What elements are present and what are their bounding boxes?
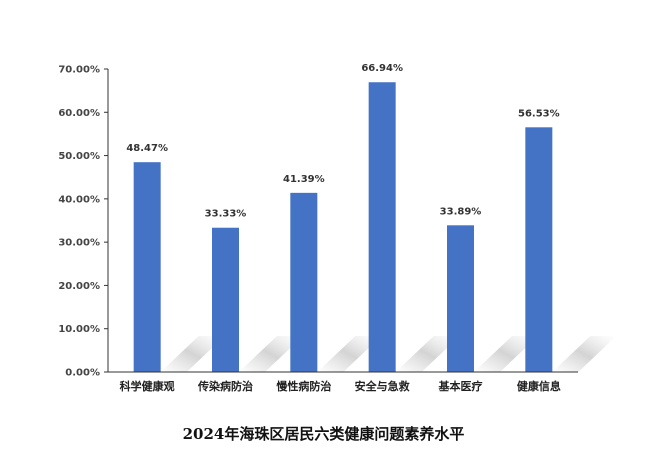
bar — [290, 192, 318, 372]
bar — [447, 225, 474, 372]
category-label: 传染病防治 — [197, 379, 253, 393]
category-label: 基本医疗 — [438, 379, 483, 393]
y-tick-label: 40.00% — [58, 194, 100, 205]
bar-shadow — [552, 336, 617, 372]
bar — [368, 82, 396, 373]
y-tick-label: 70.00% — [58, 65, 100, 76]
chart-title: 2024年海珠区居民六类健康问题素养水平 — [182, 425, 465, 443]
category-label: 慢性病防治 — [276, 379, 331, 393]
category-label: 科学健康观 — [120, 379, 175, 393]
bar-shadow — [474, 336, 538, 372]
bar-shadow — [395, 336, 460, 372]
value-label: 56.53% — [518, 108, 560, 119]
bar — [525, 127, 553, 373]
y-tick-label: 20.00% — [58, 281, 100, 292]
value-label: 66.94% — [361, 63, 403, 74]
y-tick-label: 0.00% — [65, 368, 100, 379]
x-axis: 科学健康观 传染病防治 慢性病防治 安全与急救 基本医疗 健康信息 — [108, 371, 578, 393]
bar-shadows — [160, 336, 617, 372]
y-tick-label: 60.00% — [58, 108, 100, 119]
bar-shadow — [239, 336, 303, 372]
y-tick-label: 50.00% — [58, 151, 100, 162]
value-label: 41.39% — [283, 174, 325, 185]
bar-shadow — [160, 336, 225, 372]
category-label: 健康信息 — [517, 379, 561, 393]
value-label: 33.33% — [205, 209, 247, 220]
category-label: 安全与急救 — [355, 379, 410, 393]
bar — [212, 227, 239, 372]
y-tick-label: 10.00% — [58, 324, 100, 335]
value-label: 33.89% — [440, 206, 482, 217]
bar — [133, 162, 161, 372]
y-tick-label: 30.00% — [58, 238, 100, 249]
value-labels: 48.47% 33.33% 41.39% 66.94% 33.89% 56.53% — [126, 63, 559, 219]
bar-shadow — [317, 336, 382, 372]
value-label: 48.47% — [126, 143, 168, 154]
y-axis: 0.00% 10.00% 20.00% 30.00% 40.00% 50.00% 60.00… — [58, 65, 109, 379]
bars — [133, 82, 553, 373]
